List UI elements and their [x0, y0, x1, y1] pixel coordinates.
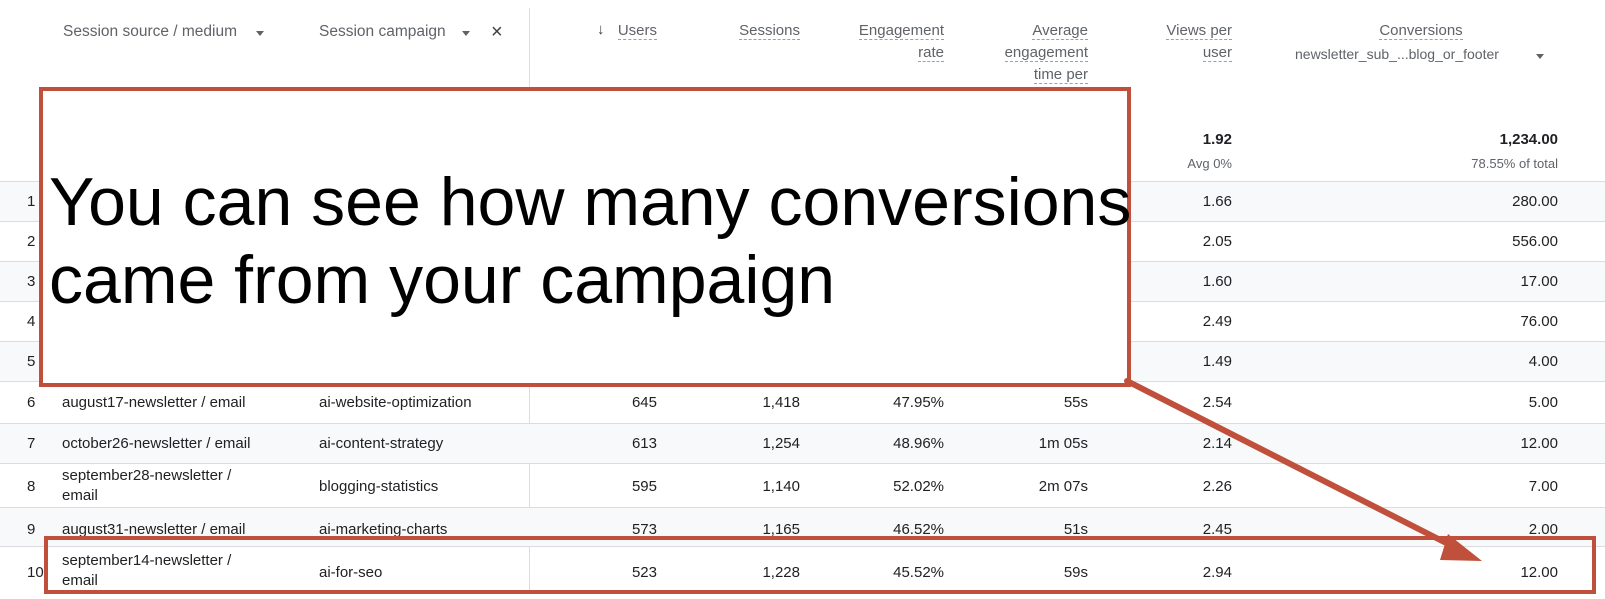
- cell-sessions: 1,418: [762, 394, 800, 411]
- cell-campaign[interactable]: ai-marketing-charts: [319, 521, 448, 538]
- avg-time-header-line1: Average: [1032, 22, 1088, 40]
- engagement-rate-header-line2: rate: [918, 44, 944, 62]
- table-row[interactable]: 8 september28-newsletter / email bloggin…: [0, 463, 1605, 507]
- annotation-highlight-row: [44, 536, 1596, 594]
- cell-users: 613: [631, 435, 657, 452]
- cell-source-medium[interactable]: august17-newsletter / email: [62, 394, 246, 411]
- sessions-header-label: Sessions: [739, 22, 800, 40]
- cell-views-per-user: 2.14: [1202, 435, 1232, 452]
- dimension-source-medium-selector[interactable]: Session source / medium: [63, 23, 238, 40]
- cell-engagement-rate: 46.52%: [893, 521, 944, 538]
- annotation-callout: You can see how many conversions came fr…: [39, 87, 1131, 387]
- cell-sessions: 1,165: [762, 521, 800, 538]
- cell-sessions: 1,228: [762, 564, 800, 581]
- total-views-sub: Avg 0%: [1187, 156, 1232, 171]
- cell-avg-time: 55s: [1063, 394, 1088, 411]
- column-header-average-engagement-time[interactable]: Average engagement time per: [960, 20, 1088, 86]
- conversion-event-selector[interactable]: newsletter_sub_...blog_or_footer: [1295, 46, 1499, 62]
- chevron-down-icon[interactable]: [462, 31, 470, 36]
- cell-users: 523: [631, 564, 657, 581]
- close-icon[interactable]: ×: [491, 21, 503, 43]
- cell-views-per-user: 2.26: [1202, 478, 1232, 495]
- cell-engagement-rate: 47.95%: [893, 394, 944, 411]
- cell-campaign[interactable]: ai-for-seo: [319, 564, 383, 581]
- sort-arrow-down-icon[interactable]: ↓: [597, 21, 605, 38]
- cell-views-per-user: 2.94: [1202, 564, 1232, 581]
- cell-campaign[interactable]: ai-website-optimization: [319, 394, 472, 411]
- avg-time-header-line3: time per: [1033, 66, 1088, 84]
- column-header-engagement-rate[interactable]: Engagement rate: [820, 20, 944, 64]
- cell-sessions: 1,140: [762, 478, 800, 495]
- column-header-sessions[interactable]: Sessions: [700, 20, 800, 42]
- views-header-line2: user: [1202, 44, 1232, 62]
- cell-avg-time: 1m 05s: [1038, 435, 1088, 452]
- row-index: 1: [27, 193, 36, 210]
- cell-campaign[interactable]: ai-content-strategy: [319, 435, 444, 452]
- cell-avg-time: 2m 07s: [1038, 478, 1088, 495]
- avg-time-header-line2: engagement: [1004, 44, 1088, 62]
- cell-avg-time: 59s: [1063, 564, 1088, 581]
- cell-conversions: 4.00: [1528, 353, 1558, 370]
- cell-source-medium[interactable]: october26-newsletter / email: [62, 435, 251, 452]
- row-index: 3: [27, 273, 36, 290]
- column-header-users[interactable]: Users: [560, 20, 657, 42]
- row-index: 5: [27, 353, 36, 370]
- dimension-campaign-selector[interactable]: Session campaign: [319, 23, 446, 40]
- cell-source-medium[interactable]: august31-newsletter / email: [62, 521, 246, 538]
- chevron-down-icon[interactable]: [256, 31, 264, 36]
- cell-conversions: 2.00: [1528, 521, 1558, 538]
- cell-sessions: 1,254: [762, 435, 800, 452]
- cell-campaign[interactable]: blogging-statistics: [319, 478, 439, 495]
- cell-conversions: 5.00: [1528, 394, 1558, 411]
- cell-engagement-rate: 52.02%: [893, 478, 944, 495]
- annotation-line-2: came from your campaign: [49, 242, 836, 318]
- cell-conversions: 7.00: [1528, 478, 1558, 495]
- table-row[interactable]: 7 october26-newsletter / email ai-conten…: [0, 423, 1605, 463]
- row-index: 7: [27, 435, 36, 452]
- cell-conversions: 556.00: [1512, 233, 1558, 250]
- row-index: 4: [27, 313, 36, 330]
- row-index: 6: [27, 394, 36, 411]
- cell-conversions: 12.00: [1520, 435, 1558, 452]
- cell-users: 595: [631, 478, 657, 495]
- total-views-per-user: 1.92: [1202, 131, 1232, 148]
- chevron-down-icon[interactable]: [1536, 54, 1544, 59]
- annotation-line-1: You can see how many conversions: [49, 164, 1132, 240]
- annotation-text: You can see how many conversions came fr…: [49, 163, 1131, 319]
- cell-views-per-user: 1.49: [1202, 353, 1232, 370]
- cell-conversions: 280.00: [1512, 193, 1558, 210]
- row-index: 8: [27, 478, 36, 495]
- table-row[interactable]: 6 august17-newsletter / email ai-website…: [0, 381, 1605, 423]
- cell-source-medium[interactable]: september28-newsletter / email: [62, 467, 232, 504]
- row-index: 2: [27, 233, 36, 250]
- cell-users: 573: [631, 521, 657, 538]
- cell-engagement-rate: 45.52%: [893, 564, 944, 581]
- cell-conversions: 76.00: [1520, 313, 1558, 330]
- cell-views-per-user: 2.49: [1202, 313, 1232, 330]
- table-row[interactable]: 10 september14-newsletter / email ai-for…: [0, 546, 1605, 599]
- column-header-conversions[interactable]: Conversions: [1330, 20, 1512, 42]
- cell-source-medium[interactable]: september14-newsletter / email: [62, 552, 232, 589]
- row-index: 9: [27, 521, 36, 538]
- views-header-line1: Views per: [1166, 22, 1232, 40]
- cell-views-per-user: 1.66: [1202, 193, 1232, 210]
- row-index: 10: [27, 564, 44, 581]
- users-header-label: Users: [617, 22, 657, 40]
- cell-avg-time: 51s: [1063, 521, 1088, 538]
- cell-views-per-user: 1.60: [1202, 273, 1232, 290]
- total-conversions: 1,234.00: [1499, 131, 1558, 148]
- total-conversions-sub: 78.55% of total: [1471, 156, 1558, 171]
- column-header-views-per-user[interactable]: Views per user: [1120, 20, 1232, 64]
- cell-engagement-rate: 48.96%: [893, 435, 944, 452]
- cell-conversions: 17.00: [1520, 273, 1558, 290]
- cell-users: 645: [631, 394, 657, 411]
- conversions-header-label: Conversions: [1379, 22, 1463, 40]
- cell-views-per-user: 2.05: [1202, 233, 1232, 250]
- cell-conversions: 12.00: [1520, 564, 1558, 581]
- cell-views-per-user: 2.54: [1202, 394, 1232, 411]
- engagement-rate-header-line1: Engagement: [858, 22, 944, 40]
